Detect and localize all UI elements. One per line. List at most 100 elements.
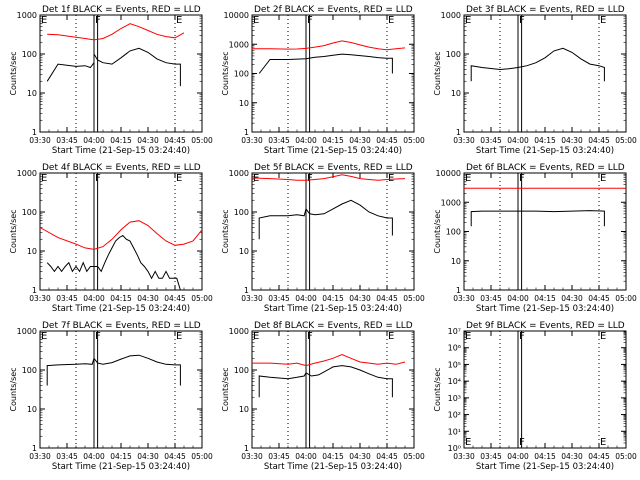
events-series-line <box>258 53 393 74</box>
event-marker-label: F <box>95 331 101 342</box>
event-marker-label: F <box>95 15 101 26</box>
event-marker-label: E <box>176 173 182 184</box>
x-tick-label: 04:00 <box>83 294 105 303</box>
y-tick-label: 10 <box>27 247 37 256</box>
x-tick-label: 03:30 <box>241 136 263 145</box>
y-tick-label: 10 <box>27 405 37 414</box>
event-marker-label: F <box>519 15 525 26</box>
y-tick-label: 100 <box>22 208 37 217</box>
x-tick-label: 04:00 <box>295 136 317 145</box>
detector-panel-4: Det 4f BLACK = Events, RED = LLD 1 10 100 10… <box>9 163 213 314</box>
x-tick-label: 04:00 <box>83 452 105 461</box>
x-axis-title: Start Time (21-Sep-15 03:24:40) <box>476 304 614 314</box>
event-marker-label: E <box>600 331 606 342</box>
detector-panel-9: Det 9f BLACK = Events, RED = LLD 10⁰ 10¹ 10… <box>433 321 637 472</box>
y-axis-title: Counts/sec <box>9 209 18 253</box>
panel-title: Det 7f BLACK = Events, RED = LLD <box>42 321 201 331</box>
y-tick-label: 1000 <box>229 327 249 336</box>
y-tick-label: 10 <box>451 89 461 98</box>
x-tick-label: 03:45 <box>56 452 78 461</box>
event-marker-label: F <box>519 173 525 184</box>
y-tick-label: 100 <box>234 208 249 217</box>
event-marker-label: F <box>519 437 525 448</box>
y-axis-title: Counts/sec <box>433 51 442 95</box>
x-tick-label: 03:45 <box>480 136 502 145</box>
x-tick-label: 04:45 <box>164 136 186 145</box>
y-tick-label: 100 <box>234 366 249 375</box>
x-tick-label: 04:30 <box>561 452 583 461</box>
event-marker-label: E <box>600 15 606 26</box>
plot-frame <box>39 330 203 449</box>
detector-panel-1: Det 1f BLACK = Events, RED = LLD 1 10 100 10… <box>9 5 213 156</box>
event-marker-label: F <box>307 173 313 184</box>
x-tick-label: 04:00 <box>295 452 317 461</box>
x-axis-title: Start Time (21-Sep-15 03:24:40) <box>264 462 402 472</box>
plot-frame <box>463 172 627 291</box>
lld-series-line <box>252 40 406 51</box>
y-tick-label: 10⁴ <box>448 377 461 386</box>
x-tick-label: 03:45 <box>268 294 290 303</box>
y-tick-label: 1000 <box>441 198 461 207</box>
y-tick-label: 10 <box>239 405 249 414</box>
plot-frame <box>251 330 415 449</box>
x-tick-label: 03:45 <box>268 136 290 145</box>
detector-panel-3: Det 3f BLACK = Events, RED = LLD 1 10 100 10… <box>433 5 637 156</box>
x-tick-label: 04:15 <box>322 452 344 461</box>
panel-title: Det 9f BLACK = Events, RED = LLD <box>466 321 625 331</box>
event-marker-label: E <box>388 173 394 184</box>
y-tick-label: 1 <box>244 444 249 453</box>
y-tick-label: 1000 <box>17 11 37 20</box>
x-tick-label: 04:15 <box>534 452 556 461</box>
y-tick-label: 1 <box>32 286 37 295</box>
event-marker-label: E <box>465 331 471 342</box>
x-tick-label: 04:45 <box>376 452 398 461</box>
x-tick-label: 04:30 <box>349 452 371 461</box>
y-tick-label: 1 <box>32 128 37 137</box>
x-tick-label: 04:15 <box>110 294 132 303</box>
x-tick-label: 04:45 <box>588 452 610 461</box>
event-marker-label: E <box>176 15 182 26</box>
x-tick-label: 03:30 <box>453 452 475 461</box>
y-tick-label: 100 <box>22 50 37 59</box>
x-tick-label: 05:00 <box>403 452 425 461</box>
y-axis-title: Counts/sec <box>433 367 442 411</box>
x-tick-label: 05:00 <box>403 136 425 145</box>
x-tick-label: 04:15 <box>534 136 556 145</box>
y-tick-label: 10³ <box>448 394 461 403</box>
x-tick-label: 04:15 <box>110 452 132 461</box>
x-tick-label: 04:00 <box>507 294 529 303</box>
detector-panel-2: Det 2f BLACK = Events, RED = LLD 1 10 100 10… <box>221 5 425 156</box>
event-marker-label: E <box>465 437 471 448</box>
x-tick-label: 05:00 <box>615 136 637 145</box>
event-marker-label: E <box>465 173 471 184</box>
x-axis-title: Start Time (21-Sep-15 03:24:40) <box>52 462 190 472</box>
y-axis-title: Counts/sec <box>9 367 18 411</box>
y-axis-title: Counts/sec <box>221 51 230 95</box>
y-tick-label: 1000 <box>229 169 249 178</box>
x-tick-label: 03:30 <box>29 452 51 461</box>
x-tick-label: 03:30 <box>241 452 263 461</box>
y-axis-title: Counts/sec <box>221 367 230 411</box>
y-tick-label: 1 <box>456 128 461 137</box>
panel-title: Det 3f BLACK = Events, RED = LLD <box>466 5 625 15</box>
x-tick-label: 04:45 <box>376 136 398 145</box>
lld-series-line <box>39 220 203 250</box>
event-marker-label: F <box>519 331 525 342</box>
event-marker-label: F <box>307 331 313 342</box>
detector-panel-5: Det 5f BLACK = Events, RED = LLD 1 10 100 10… <box>221 163 425 314</box>
y-tick-label: 1 <box>32 444 37 453</box>
y-tick-label: 1000 <box>229 40 249 49</box>
lld-series-line <box>47 23 185 41</box>
plot-frame <box>463 330 627 449</box>
y-tick-label: 10⁵ <box>448 360 461 369</box>
panel-title: Det 4f BLACK = Events, RED = LLD <box>42 163 201 173</box>
x-tick-label: 04:45 <box>588 294 610 303</box>
panel-title: Det 5f BLACK = Events, RED = LLD <box>254 163 413 173</box>
event-marker-label: E <box>253 331 259 342</box>
event-marker-label: E <box>388 15 394 26</box>
plot-frame <box>39 14 203 133</box>
y-tick-label: 1 <box>244 128 249 137</box>
event-marker-label: F <box>307 15 313 26</box>
x-tick-label: 04:00 <box>507 136 529 145</box>
